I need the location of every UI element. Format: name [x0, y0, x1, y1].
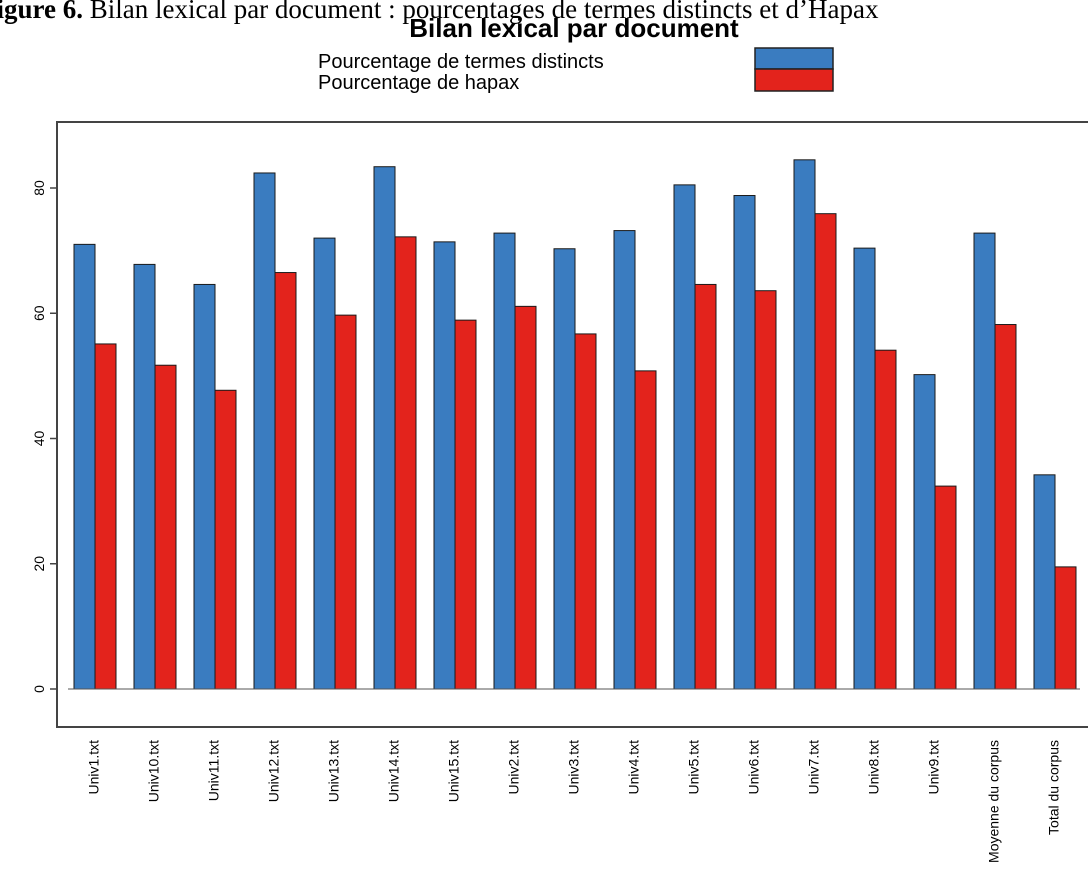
bar-hapax: [634, 370, 657, 690]
x-category-label: Univ11.txt: [206, 740, 222, 801]
x-category-label: Univ10.txt: [146, 740, 162, 802]
x-category-label: Univ4.txt: [626, 740, 642, 795]
bar-hapax: [574, 333, 597, 690]
figure-caption-label: Figure 6.: [0, 0, 83, 24]
bar-termes-distincts: [853, 247, 876, 690]
bar-hapax: [514, 305, 537, 690]
bar-hapax: [814, 213, 837, 690]
legend-label-series-1: Pourcentage de termes distincts: [318, 51, 604, 73]
x-category-label: Univ2.txt: [506, 740, 522, 795]
bar-termes-distincts: [193, 283, 216, 690]
bar-hapax: [874, 349, 897, 690]
legend: Pourcentage de termes distincts Pourcent…: [318, 47, 834, 94]
bar-hapax: [154, 364, 177, 690]
bar-termes-distincts: [253, 172, 276, 690]
y-tick-label: 20: [31, 556, 47, 572]
legend-swatch-series-1: [754, 47, 834, 70]
bars: [73, 159, 1077, 690]
bar-termes-distincts: [913, 374, 936, 690]
legend-label-series-2: Pourcentage de hapax: [318, 72, 519, 94]
bar-hapax: [94, 343, 117, 690]
x-axis-category-labels: Univ1.txt Univ10.txt Univ11.txt Univ12.txt U…: [86, 740, 1062, 863]
x-category-label: Univ6.txt: [746, 740, 762, 795]
x-category-label: Univ12.txt: [266, 740, 282, 802]
bar-hapax: [214, 389, 237, 690]
bar-hapax: [394, 236, 417, 690]
x-category-label: Univ1.txt: [86, 740, 102, 795]
y-tick-label: 60: [31, 305, 47, 321]
bar-termes-distincts: [133, 263, 156, 690]
x-category-label: Univ8.txt: [866, 740, 882, 795]
bar-termes-distincts: [553, 248, 576, 690]
bar-termes-distincts: [793, 159, 816, 690]
bar-hapax: [1054, 566, 1077, 690]
figure-caption: Figure 6. Bilan lexical par document : p…: [0, 0, 879, 25]
y-axis-ticks: 0 20 40 60 80: [31, 180, 57, 693]
bar-termes-distincts: [1033, 474, 1056, 690]
x-category-label: Univ15.txt: [446, 740, 462, 802]
x-category-label: Moyenne du corpus: [986, 740, 1002, 863]
bar-termes-distincts: [313, 237, 336, 690]
bar-hapax: [934, 485, 957, 690]
bar-termes-distincts: [73, 243, 96, 690]
bar-hapax: [994, 324, 1017, 690]
bar-termes-distincts: [613, 230, 636, 690]
x-category-label: Univ7.txt: [806, 740, 822, 795]
x-category-label: Univ14.txt: [386, 740, 402, 802]
x-category-label: Univ5.txt: [686, 740, 702, 795]
x-category-label: Univ13.txt: [326, 740, 342, 802]
bar-termes-distincts: [373, 166, 396, 690]
bar-termes-distincts: [673, 184, 696, 690]
bar-hapax: [334, 314, 357, 690]
bar-termes-distincts: [733, 195, 756, 690]
chart-title: Bilan lexical par document: [409, 13, 739, 43]
legend-swatch-series-2: [754, 68, 834, 92]
y-tick-label: 80: [31, 180, 47, 196]
figure-caption-text: Bilan lexical par document : pourcentage…: [83, 0, 879, 24]
bar-termes-distincts: [433, 241, 456, 690]
bar-hapax: [694, 283, 717, 690]
y-tick-label: 0: [31, 685, 47, 693]
bar-hapax: [754, 290, 777, 690]
bar-hapax: [454, 319, 477, 690]
bar-termes-distincts: [493, 232, 516, 690]
bar-termes-distincts: [973, 232, 996, 690]
x-category-label: Univ9.txt: [926, 740, 942, 795]
x-category-label: Univ3.txt: [566, 740, 582, 795]
bar-hapax: [274, 272, 297, 690]
y-tick-label: 40: [31, 431, 47, 447]
x-category-label: Total du corpus: [1046, 740, 1062, 835]
